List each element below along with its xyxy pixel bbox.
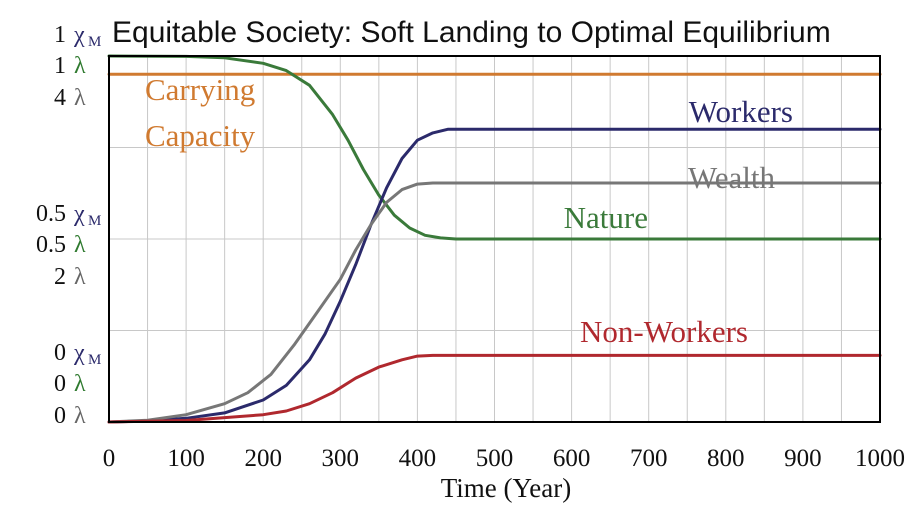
series-label: Nature bbox=[564, 200, 648, 235]
x-tick-label: 300 bbox=[322, 445, 360, 472]
y-tick-value: 0.5 bbox=[36, 232, 66, 258]
y-tick-unit: λ bbox=[74, 264, 86, 290]
series-line-nature bbox=[107, 54, 882, 241]
x-tick-label: 500 bbox=[476, 445, 514, 472]
series-label: Wealth bbox=[688, 160, 776, 195]
plot-frame bbox=[108, 55, 881, 423]
y-tick-unit-subscript: M bbox=[88, 34, 101, 50]
series-label: Workers bbox=[689, 94, 793, 129]
y-tick-unit: λ bbox=[74, 85, 86, 111]
series-line-wealth bbox=[107, 181, 882, 424]
y-tick-value: 4 bbox=[54, 85, 66, 111]
y-tick-value: 0.5 bbox=[36, 201, 66, 227]
x-tick-label: 900 bbox=[784, 445, 822, 472]
y-tick-unit: χ bbox=[73, 201, 85, 227]
series-labels: Carrying Capacity Workers Wealth Nature Non-W… bbox=[145, 72, 793, 349]
y-tick-value: 1 bbox=[54, 22, 66, 48]
series-label: Capacity bbox=[145, 118, 256, 153]
x-tick-label: 400 bbox=[399, 445, 437, 472]
x-axis-label: Time (Year) bbox=[441, 473, 572, 503]
y-tick-unit: χ bbox=[73, 340, 85, 366]
y-tick-labels: 1 χ M1 λ4 λ0.5 χ M0.5 λ2 λ0 χ M0 λ0 λ bbox=[36, 22, 101, 429]
y-tick-unit: χ bbox=[73, 22, 85, 48]
y-tick-value: 0 bbox=[54, 371, 66, 397]
y-tick-unit-subscript: M bbox=[88, 352, 101, 368]
y-tick-unit: λ bbox=[74, 403, 86, 429]
y-tick-value: 2 bbox=[54, 264, 66, 290]
x-tick-label: 1000 bbox=[855, 445, 905, 472]
y-tick-unit: λ bbox=[74, 53, 86, 79]
chart-title: Equitable Society: Soft Landing to Optim… bbox=[112, 16, 831, 49]
x-tick-label: 0 bbox=[103, 445, 116, 472]
series-label: Non-Workers bbox=[580, 314, 748, 349]
y-tick-unit: λ bbox=[74, 232, 86, 258]
y-tick-value: 1 bbox=[54, 53, 66, 79]
series-line-workers bbox=[107, 127, 882, 424]
series-lines bbox=[107, 54, 882, 424]
series-line-non-workers bbox=[107, 353, 882, 424]
x-tick-label: 800 bbox=[707, 445, 745, 472]
x-tick-label: 100 bbox=[167, 445, 205, 472]
y-tick-value: 0 bbox=[54, 403, 66, 429]
y-tick-unit: λ bbox=[74, 371, 86, 397]
x-tick-label: 200 bbox=[244, 445, 282, 472]
x-tick-label: 700 bbox=[630, 445, 668, 472]
x-tick-label: 600 bbox=[553, 445, 591, 472]
x-tick-labels: 0 100 200 300 400 500 600 700 800 900 1000 bbox=[103, 445, 905, 472]
series-label: Carrying bbox=[145, 72, 255, 107]
y-tick-value: 0 bbox=[54, 340, 66, 366]
y-tick-unit-subscript: M bbox=[88, 213, 101, 229]
